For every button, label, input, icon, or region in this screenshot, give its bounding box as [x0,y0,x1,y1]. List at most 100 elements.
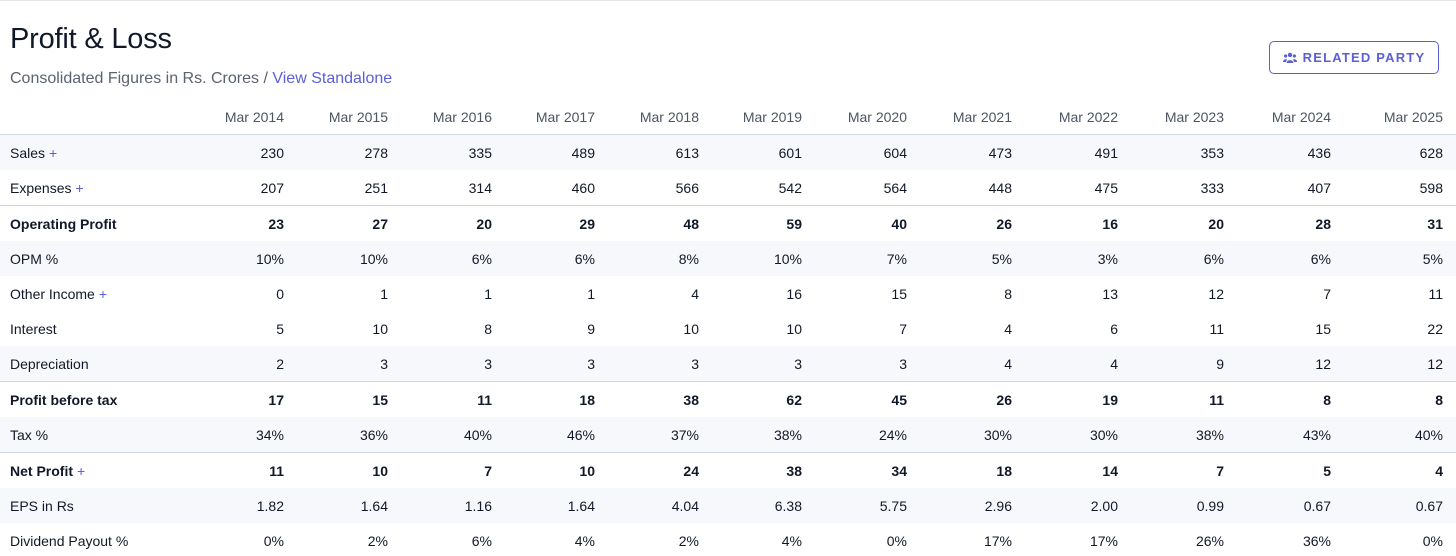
value-cell: 1 [484,285,492,302]
value-cell: 628 [1344,134,1456,170]
value-cell: 448 [988,179,1012,196]
column-header: Mar 2024 [1237,99,1344,135]
value-cell: 4 [1344,452,1456,488]
value-cell: 0.67 [1237,488,1344,523]
value-cell: 38% [1131,417,1237,453]
value-cell: 11 [193,452,297,488]
value-cell: 6% [401,241,505,276]
value-cell: 16 [1025,205,1131,241]
value-cell: 5% [1344,241,1456,276]
row-label: Sales [10,144,46,161]
table-row: Expenses +207 251 314 460 566 542 564 448 475 333 4… [0,170,1456,206]
value-cell: 473 [920,134,1025,170]
header-row: Mar 2014 Mar 2015 Mar 2016 Mar 2017 Mar 2018… [0,99,1456,135]
value-cell: 335 [401,134,505,170]
value-cell: 45 [815,381,920,417]
value-cell: 38 [712,452,815,488]
column-header: Mar 2016 [401,99,505,135]
value-cell: 564 [883,179,907,196]
value-cell: 24 [608,452,712,488]
value-cell: 40% [401,417,505,453]
value-cell: 0% [886,532,907,549]
value-cell: 8 [1004,285,1012,302]
value-cell: 38% [712,417,815,453]
table-row: Operating Profit 23 27 20 29 48 59 40 26 16 20 28 31 [0,205,1456,241]
value-cell: 601 [712,134,815,170]
value-cell: 4% [781,532,802,549]
value-cell: 16 [786,285,802,302]
value-cell: 34 [815,452,920,488]
value-cell: 0% [263,532,284,549]
row-label-cell: Profit before tax [0,381,193,417]
value-cell: 11 [1209,320,1224,337]
column-header: Mar 2018 [608,99,712,135]
row-label-cell: EPS in Rs [0,488,193,523]
value-cell: 20 [1131,205,1237,241]
value-cell: 17% [983,532,1012,549]
value-cell: 4 [691,285,699,302]
row-label-cell[interactable]: Sales + [0,134,193,170]
value-cell: 278 [297,134,401,170]
column-header: Mar 2022 [1025,99,1131,135]
value-cell: 36% [297,417,401,453]
value-cell: 566 [675,179,699,196]
value-cell: 15 [891,285,907,302]
value-cell: 10% [297,241,401,276]
value-cell: 4 [1025,346,1131,382]
row-label: Profit before tax [10,391,118,408]
row-label-cell: Operating Profit [0,205,193,241]
value-cell: 3% [1025,241,1131,276]
value-cell: 5 [1237,452,1344,488]
view-standalone-link[interactable]: View Standalone [272,70,393,87]
value-cell: 5 [276,320,284,337]
value-cell: 613 [608,134,712,170]
value-cell: 12 [1237,346,1344,382]
value-cell: 0.67 [1344,488,1456,523]
row-label-cell[interactable]: Net Profit + [0,452,193,488]
value-cell: 4 [920,346,1025,382]
value-cell: 8 [484,320,492,337]
value-cell: 12 [1208,285,1224,302]
expand-icon[interactable]: + [75,179,84,196]
value-cell: 9 [1131,346,1237,382]
row-label-cell: Dividend Payout % [0,523,193,556]
expand-icon[interactable]: + [98,285,108,302]
table-body: Sales +230 278 335 489 613 601 604 473 491 353 436 6… [0,134,1456,556]
row-label-cell: Interest [0,311,193,346]
value-cell: 10 [297,452,401,488]
row-label-cell[interactable]: Expenses + [0,170,193,206]
row-label: OPM % [10,250,59,267]
value-cell: 542 [778,179,802,196]
column-header: Mar 2023 [1131,99,1237,135]
value-cell: 18 [505,381,608,417]
value-cell: 43% [1237,417,1344,453]
value-cell: 207 [260,179,284,196]
column-header: Mar 2015 [297,99,401,135]
expand-icon[interactable]: + [49,144,58,161]
value-cell: 6.38 [712,488,815,523]
value-cell: 15 [1315,320,1331,337]
value-cell: 6% [471,532,492,549]
row-label: Other Income [10,285,95,302]
value-cell: 15 [297,381,401,417]
related-party-label: RELATED PARTY [1302,50,1426,65]
column-header: Mar 2014 [193,99,297,135]
value-cell: 7 [401,452,505,488]
related-party-button[interactable]: RELATED PARTY [1269,41,1439,74]
value-cell: 436 [1237,134,1344,170]
value-cell: 7 [1131,452,1237,488]
value-cell: 251 [364,179,388,196]
value-cell: 1.64 [297,488,401,523]
value-cell: 460 [571,179,595,196]
value-cell: 333 [1200,179,1224,196]
expand-icon[interactable]: + [77,462,86,479]
table-row: Depreciation 2 3 3 3 3 3 3 4 4 9 12 12 [0,346,1456,382]
value-cell: 31 [1344,205,1456,241]
value-cell: 4% [574,532,595,549]
row-label: Dividend Payout % [10,532,129,549]
value-cell: 1.64 [505,488,608,523]
value-cell: 314 [468,179,492,196]
table-row: Other Income +0 1 1 1 4 16 15 8 13 12 7 11 [0,276,1456,311]
value-cell: 28 [1237,205,1344,241]
row-label-cell[interactable]: Other Income + [0,276,193,311]
